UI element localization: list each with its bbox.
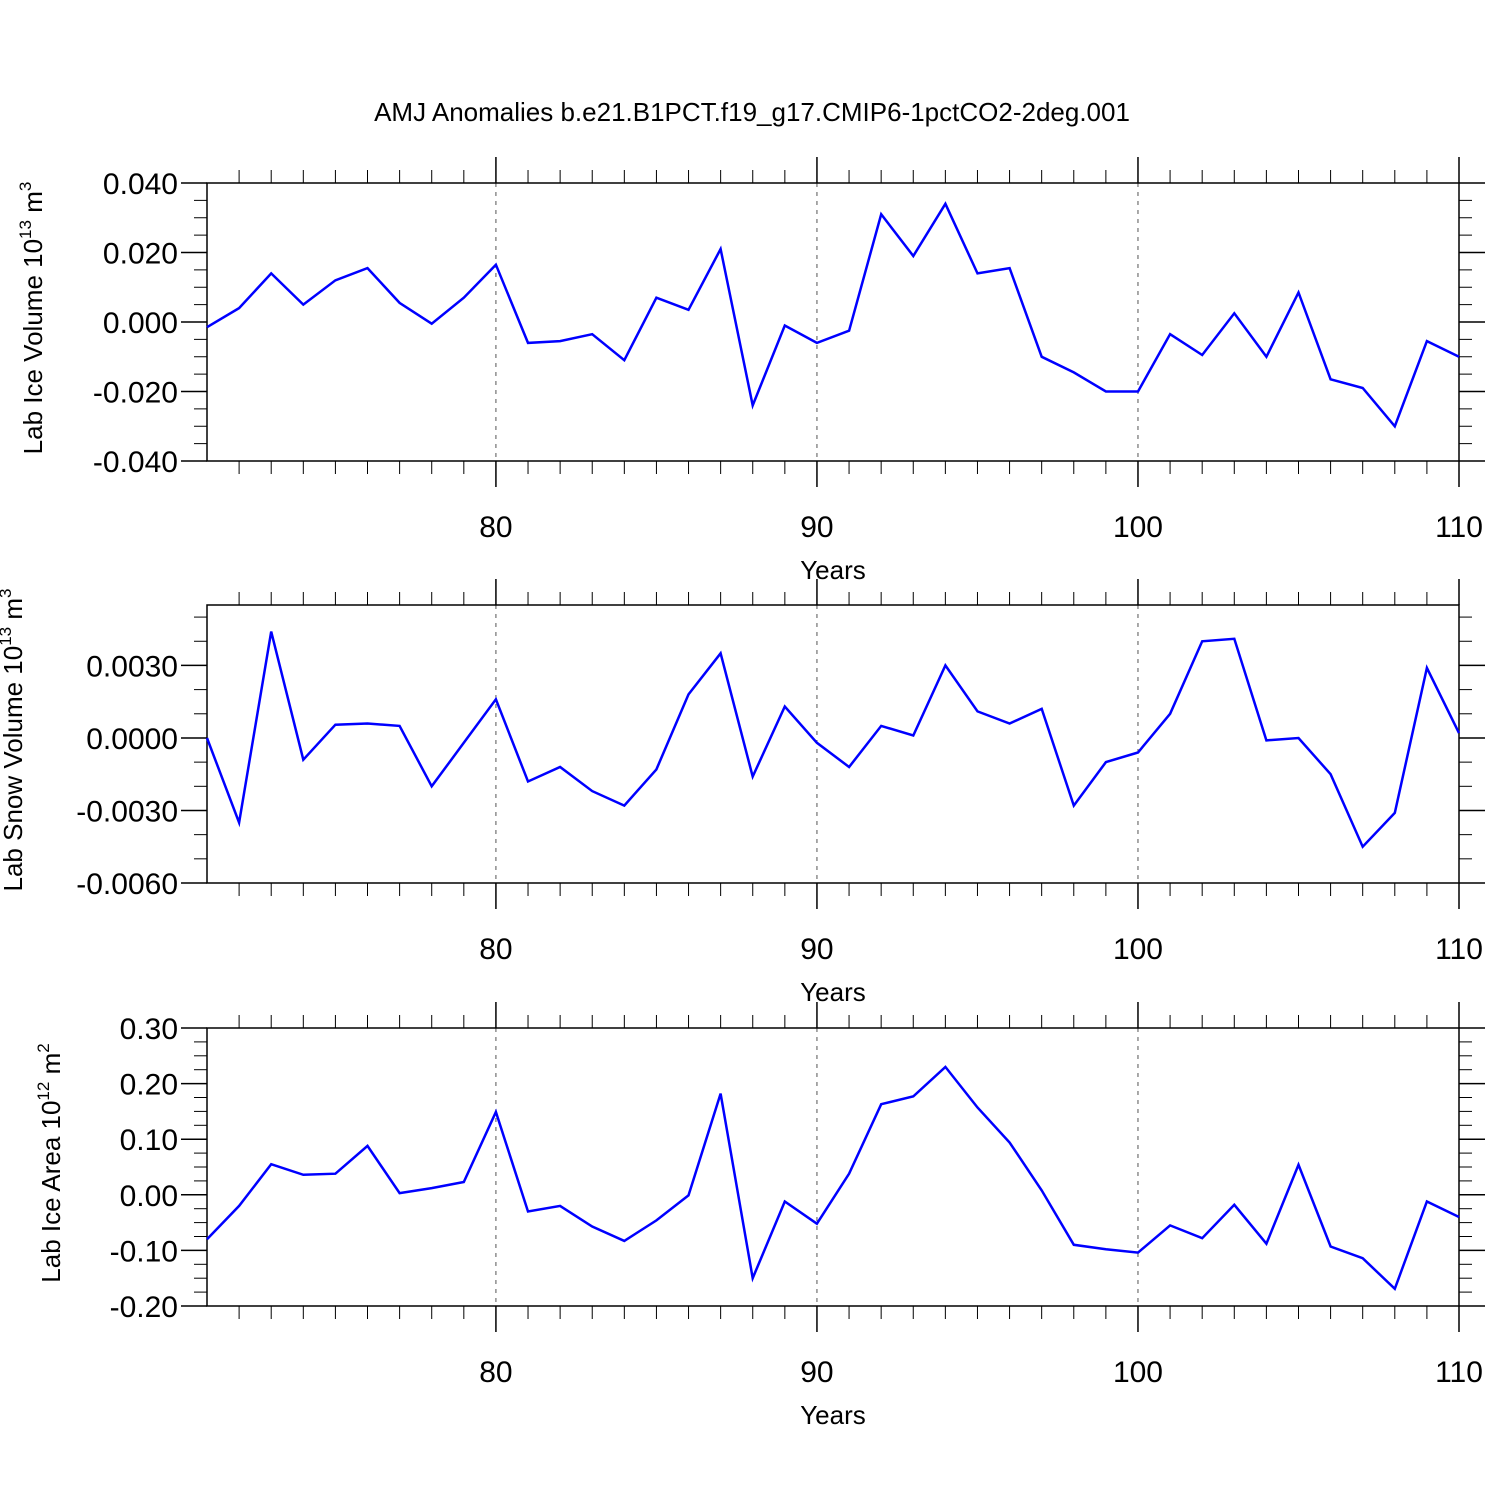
panel-2: 80 90 100 110 -0.0060 -0.0030 0.0000 0.0030 Year… — [0, 579, 1485, 1007]
y-axis-label: Lab Ice Volume 1013 m3 — [16, 182, 48, 455]
plot-frame — [206, 1027, 1460, 1307]
y-tick-label: -0.040 — [93, 446, 178, 479]
plot-frame — [206, 604, 1460, 884]
x-tick-label: 90 — [800, 511, 833, 544]
y-tick-label: 0.10 — [120, 1124, 178, 1157]
y-axis-label: Lab Snow Volume 1013 m3 — [0, 588, 28, 891]
y-tick-label: -0.10 — [110, 1235, 178, 1268]
y-tick-label: -0.20 — [110, 1291, 178, 1324]
y-tick-label: 0.0000 — [86, 723, 178, 756]
panel-3: 80 90 100 110 -0.20 -0.10 0.00 0.10 0.20 0.30 Year… — [34, 1002, 1485, 1430]
panels: 80 90 100 110 -0.040 -0.020 0.000 0.020 0.040 Yea… — [0, 157, 1485, 1430]
chart-title: AMJ Anomalies b.e21.B1PCT.f19_g17.CMIP6-… — [374, 97, 1130, 127]
x-tick-label: 90 — [800, 1356, 833, 1389]
plot-frame — [206, 182, 1460, 462]
y-tick-label: 0.0030 — [86, 650, 178, 683]
y-tick-label: -0.0060 — [76, 868, 178, 901]
series-line — [206, 201, 1460, 429]
x-tick-label: 100 — [1113, 933, 1163, 966]
series-line — [206, 1065, 1460, 1292]
y-tick-label: 0.000 — [103, 307, 178, 340]
x-tick-label: 110 — [1435, 1356, 1483, 1389]
x-tick-label: 110 — [1435, 933, 1483, 966]
x-tick-label: 80 — [479, 511, 512, 544]
y-tick-label: 0.00 — [120, 1180, 178, 1213]
x-tick-label: 90 — [800, 933, 833, 966]
y-axis-label: Lab Ice Area 1012 m2 — [34, 1043, 66, 1282]
x-axis-label: Years — [800, 1400, 866, 1430]
x-axis-label: Years — [800, 555, 866, 585]
y-tick-label: -0.0030 — [76, 795, 178, 828]
x-axis-label: Years — [800, 977, 866, 1007]
x-tick-label: 100 — [1113, 511, 1163, 544]
y-tick-label: 0.020 — [103, 238, 178, 271]
x-tick-label: 80 — [479, 1356, 512, 1389]
x-tick-label: 110 — [1435, 511, 1483, 544]
panel-1: 80 90 100 110 -0.040 -0.020 0.000 0.020 0.040 Yea… — [16, 157, 1485, 585]
series-line — [205, 631, 1461, 849]
y-tick-label: 0.30 — [120, 1013, 178, 1046]
y-tick-label: 0.040 — [103, 168, 178, 201]
y-tick-label: 0.20 — [120, 1069, 178, 1102]
y-tick-label: -0.020 — [93, 377, 178, 410]
x-tick-label: 80 — [479, 933, 512, 966]
x-tick-label: 100 — [1113, 1356, 1163, 1389]
